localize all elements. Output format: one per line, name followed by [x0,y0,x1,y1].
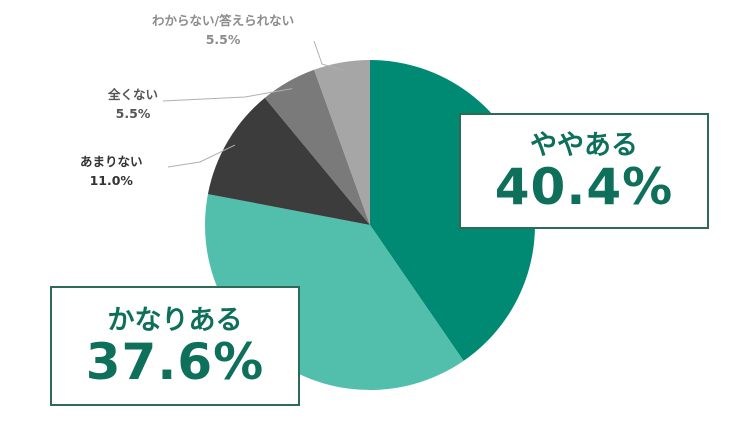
callout-yaya-label: ややある [530,130,638,161]
leader-lines [162,40,344,168]
label-mattaku-name: 全くない [108,87,159,102]
slice-amari [207,97,370,225]
label-mattaku-value: 5.5% [115,105,151,121]
slice-mattaku [264,69,370,225]
label-wakaranai: わからない/答えられない 5.5% [152,12,294,50]
callout-yaya-value: 40.4% [494,157,674,216]
label-amari: あまりない 11.0% [80,153,143,191]
label-amari-value: 11.0% [89,172,133,188]
callout-kanari-label: かなりある [107,305,243,336]
label-wakaranai-value: 5.5% [205,31,241,47]
slice-wakaranai [314,60,370,225]
leader-amari [167,144,236,168]
leader-mattaku [162,88,293,102]
callout-kanari-value: 37.6% [85,332,265,391]
callout-yaya: ややある 40.4% [459,113,709,229]
label-amari-name: あまりない [80,154,143,169]
label-wakaranai-name: わからない/答えられない [152,13,295,28]
leader-wakaranai [313,40,344,71]
label-mattaku: 全くない 5.5% [108,86,158,124]
callout-kanari: かなりある 37.6% [50,286,300,406]
